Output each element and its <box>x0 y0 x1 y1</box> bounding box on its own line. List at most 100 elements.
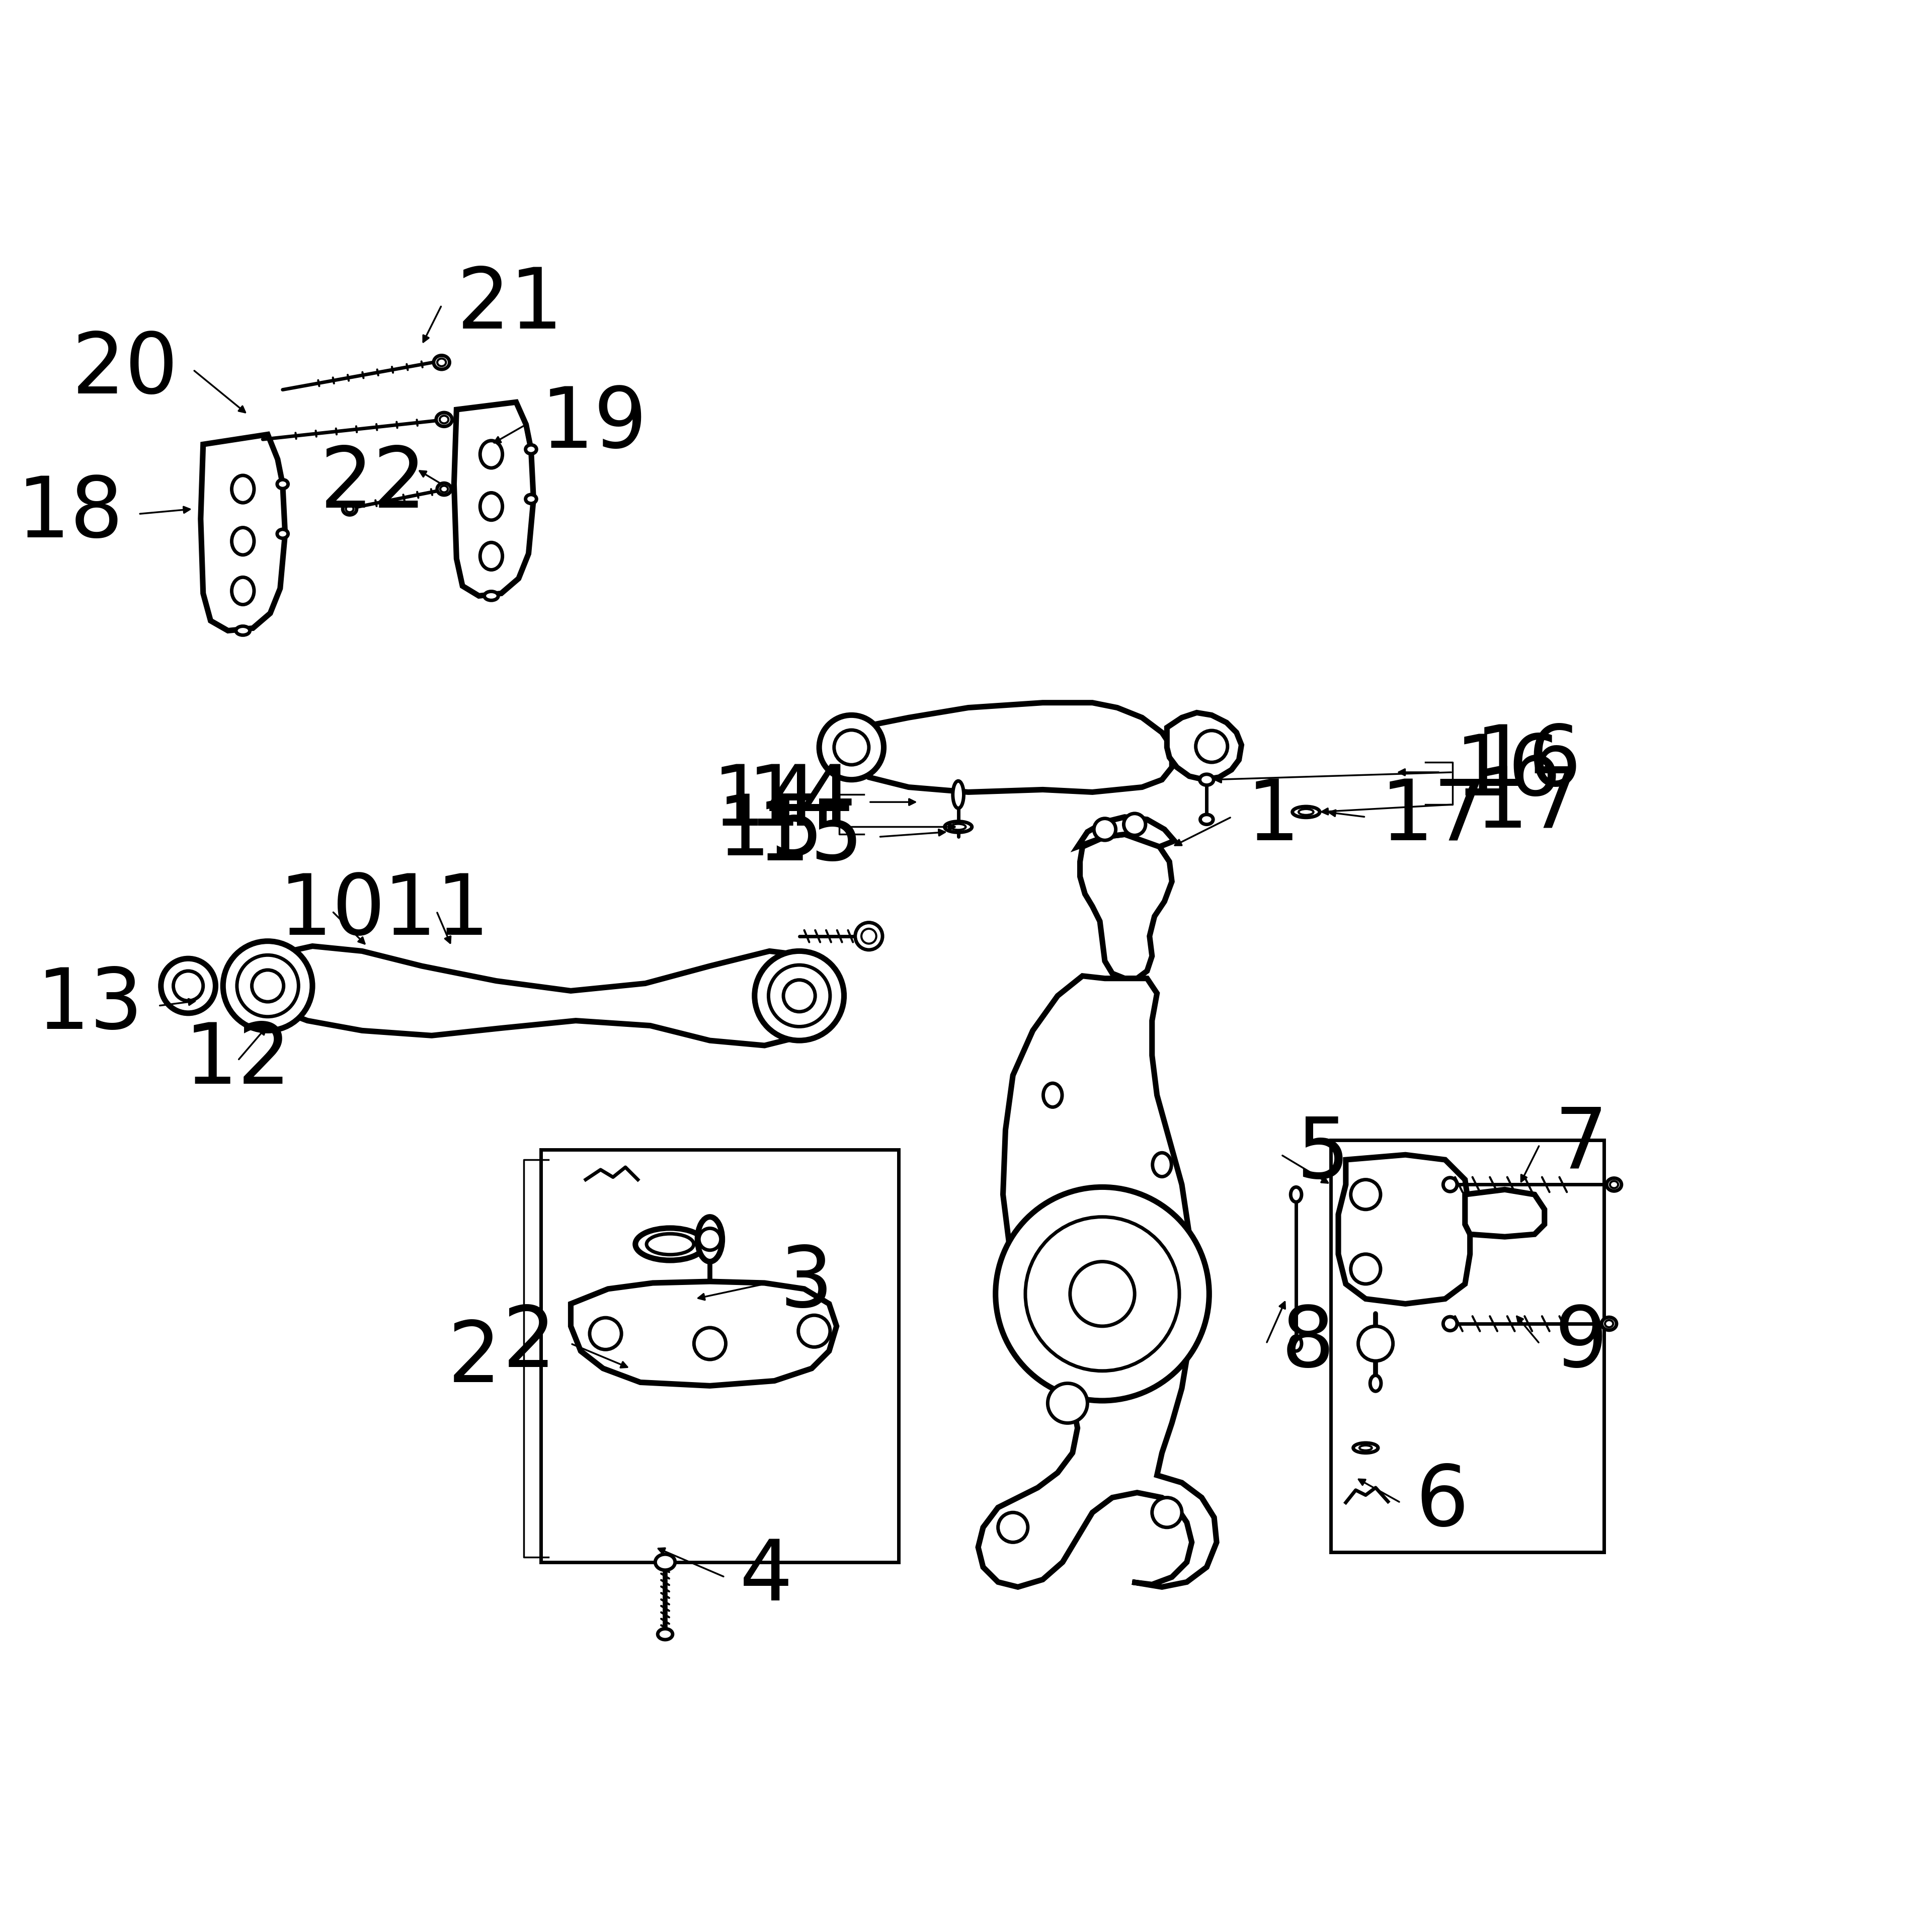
Text: 12: 12 <box>185 1020 292 1101</box>
Text: 11: 11 <box>383 869 491 952</box>
Ellipse shape <box>481 493 502 520</box>
Polygon shape <box>570 1281 837 1385</box>
Circle shape <box>755 951 844 1041</box>
Ellipse shape <box>1200 775 1213 784</box>
Text: 6: 6 <box>1416 1461 1468 1544</box>
Ellipse shape <box>346 506 354 512</box>
Circle shape <box>174 972 203 1001</box>
Text: 5: 5 <box>1296 1113 1349 1196</box>
Circle shape <box>694 1327 726 1360</box>
Text: 16: 16 <box>1474 721 1582 804</box>
Circle shape <box>160 958 216 1012</box>
Circle shape <box>1070 1262 1134 1325</box>
Text: 19: 19 <box>541 383 647 466</box>
Polygon shape <box>1078 817 1175 846</box>
Ellipse shape <box>526 495 537 504</box>
Ellipse shape <box>951 823 966 831</box>
Bar <box>1331 1140 1604 1551</box>
Circle shape <box>238 954 299 1016</box>
Polygon shape <box>1167 713 1242 781</box>
Circle shape <box>819 715 883 781</box>
Ellipse shape <box>485 591 498 601</box>
Ellipse shape <box>440 415 448 423</box>
Circle shape <box>798 1316 831 1347</box>
Ellipse shape <box>1609 1180 1619 1188</box>
Ellipse shape <box>1153 1153 1171 1177</box>
Circle shape <box>1350 1254 1381 1285</box>
Ellipse shape <box>856 923 883 951</box>
Text: 21: 21 <box>456 265 562 346</box>
Text: 7: 7 <box>1555 1103 1607 1186</box>
Text: 17: 17 <box>1381 777 1488 858</box>
Ellipse shape <box>657 1629 672 1640</box>
Ellipse shape <box>276 479 288 489</box>
Circle shape <box>1094 819 1117 840</box>
Ellipse shape <box>1443 1318 1457 1331</box>
Text: 16: 16 <box>1455 730 1561 813</box>
Ellipse shape <box>1352 1443 1378 1453</box>
Ellipse shape <box>1293 806 1320 817</box>
Polygon shape <box>852 703 1173 792</box>
Circle shape <box>1047 1383 1088 1424</box>
Text: 8: 8 <box>1281 1302 1335 1385</box>
Polygon shape <box>1339 1155 1470 1304</box>
Text: 14: 14 <box>748 761 854 842</box>
Bar <box>541 1150 898 1563</box>
Text: 3: 3 <box>779 1242 833 1325</box>
Ellipse shape <box>481 440 502 468</box>
Circle shape <box>1151 1497 1182 1528</box>
Text: 22: 22 <box>321 442 427 526</box>
Ellipse shape <box>342 502 357 516</box>
Circle shape <box>782 980 815 1012</box>
Text: 2: 2 <box>502 1302 556 1385</box>
Text: 2: 2 <box>448 1318 500 1399</box>
Text: 15: 15 <box>717 790 825 873</box>
Ellipse shape <box>276 529 288 539</box>
Polygon shape <box>1080 835 1173 978</box>
Circle shape <box>835 730 869 765</box>
Text: 13: 13 <box>37 964 143 1047</box>
Text: 20: 20 <box>71 328 178 412</box>
Circle shape <box>251 970 284 1003</box>
Ellipse shape <box>437 359 446 367</box>
Ellipse shape <box>433 355 450 369</box>
Circle shape <box>699 1229 721 1250</box>
Text: 17: 17 <box>1474 763 1582 846</box>
Ellipse shape <box>232 527 255 554</box>
Circle shape <box>589 1318 622 1350</box>
Ellipse shape <box>1443 1179 1457 1192</box>
Ellipse shape <box>437 413 452 427</box>
Circle shape <box>1358 1325 1393 1360</box>
Ellipse shape <box>952 781 964 808</box>
Ellipse shape <box>945 821 972 833</box>
Polygon shape <box>1464 1190 1544 1236</box>
Ellipse shape <box>636 1229 705 1260</box>
Ellipse shape <box>1043 1084 1063 1107</box>
Ellipse shape <box>1360 1445 1372 1451</box>
Circle shape <box>999 1513 1028 1542</box>
Polygon shape <box>201 435 286 630</box>
Circle shape <box>1196 730 1227 763</box>
Ellipse shape <box>232 475 255 502</box>
Ellipse shape <box>526 444 537 454</box>
Circle shape <box>995 1186 1209 1401</box>
Ellipse shape <box>1607 1179 1621 1190</box>
Circle shape <box>769 964 831 1026</box>
Polygon shape <box>978 976 1217 1586</box>
Ellipse shape <box>1291 1337 1302 1350</box>
Circle shape <box>222 941 313 1030</box>
Text: 9: 9 <box>1555 1302 1607 1385</box>
Ellipse shape <box>481 543 502 570</box>
Ellipse shape <box>232 578 255 605</box>
Circle shape <box>1026 1217 1179 1372</box>
Text: 1: 1 <box>1246 777 1300 858</box>
Ellipse shape <box>1370 1376 1381 1391</box>
Text: 14: 14 <box>713 761 819 842</box>
Circle shape <box>1124 813 1146 835</box>
Circle shape <box>1350 1180 1381 1209</box>
Text: 15: 15 <box>757 796 864 877</box>
Ellipse shape <box>862 929 877 943</box>
Ellipse shape <box>1605 1320 1613 1327</box>
Ellipse shape <box>655 1553 674 1571</box>
Polygon shape <box>253 947 835 1045</box>
